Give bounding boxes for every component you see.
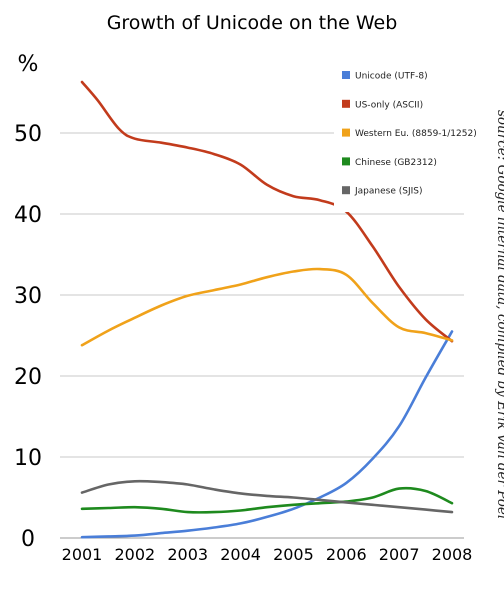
x-tick-label: 2005: [273, 545, 314, 564]
legend-label: Japanese (SJIS): [354, 187, 422, 197]
x-tick-label: 2008: [432, 545, 473, 564]
y-tick-label: 10: [14, 446, 42, 471]
legend-label: Chinese (GB2312): [355, 158, 437, 168]
series-line-4: [80, 479, 454, 514]
legend-swatch: [342, 128, 350, 137]
series-lines: [80, 80, 454, 539]
legend-swatch: [342, 99, 350, 108]
series-line-1: [80, 80, 454, 343]
legend: Unicode (UTF-8) US-only (ASCII) Western Eu…: [334, 62, 477, 212]
y-axis-label: %: [18, 52, 39, 77]
legend-label: Unicode (UTF-8): [355, 72, 428, 82]
y-tick-label: 0: [21, 527, 35, 552]
y-tick-label: 20: [14, 365, 42, 390]
y-tick-label: 50: [14, 122, 42, 147]
legend-box: [334, 62, 472, 212]
legend-swatch: [342, 186, 350, 195]
y-tick-label: 40: [14, 203, 42, 228]
source-note: source: Google internal data, compiled b…: [494, 110, 504, 519]
x-tick-label: 2003: [167, 545, 208, 564]
x-tick-label: 2007: [379, 545, 420, 564]
y-tick-labels: 0 10 20 30 40 50: [14, 122, 42, 552]
series-line-0: [80, 330, 454, 539]
legend-swatch: [342, 71, 350, 79]
series-line-2: [80, 267, 454, 347]
chart-title: Growth of Unicode on the Web: [107, 12, 398, 34]
x-tick-label: 2002: [114, 545, 155, 564]
y-tick-label: 30: [14, 284, 42, 309]
legend-label: US-only (ASCII): [355, 100, 423, 110]
legend-swatch: [342, 157, 350, 166]
x-tick-label: 2006: [326, 545, 367, 564]
x-tick-label: 2004: [220, 545, 261, 564]
legend-label: Western Eu. (8859-1/1252): [355, 129, 477, 139]
grid: [60, 132, 464, 539]
x-tick-labels: 2001 2002 2003 2004 2005 2006 2007 2008: [62, 545, 473, 564]
x-tick-label: 2001: [62, 545, 103, 564]
series-line-3: [80, 486, 454, 514]
